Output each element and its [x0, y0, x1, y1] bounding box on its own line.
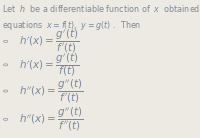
Text: equations  $x = f(t)$,  $y = g(t)$ .  Then: equations $x = f(t)$, $y = g(t)$ . Then: [2, 19, 141, 32]
Text: $h''(x) = \dfrac{g''(t)}{f''(t)}$: $h''(x) = \dfrac{g''(t)}{f''(t)}$: [19, 106, 83, 133]
Text: $h''(x) = \dfrac{g''(t)}{f'(t)}$: $h''(x) = \dfrac{g''(t)}{f'(t)}$: [19, 78, 83, 105]
Text: Let  $h$  be a differentiable function of  $x$  obtained from the parametric: Let $h$ be a differentiable function of …: [2, 3, 200, 16]
Text: $h'(x) = \dfrac{g'(t)}{f'(t)}$: $h'(x) = \dfrac{g'(t)}{f'(t)}$: [19, 28, 79, 55]
Text: $h'(x) = \dfrac{g'(t)}{f(t)}$: $h'(x) = \dfrac{g'(t)}{f(t)}$: [19, 51, 79, 78]
